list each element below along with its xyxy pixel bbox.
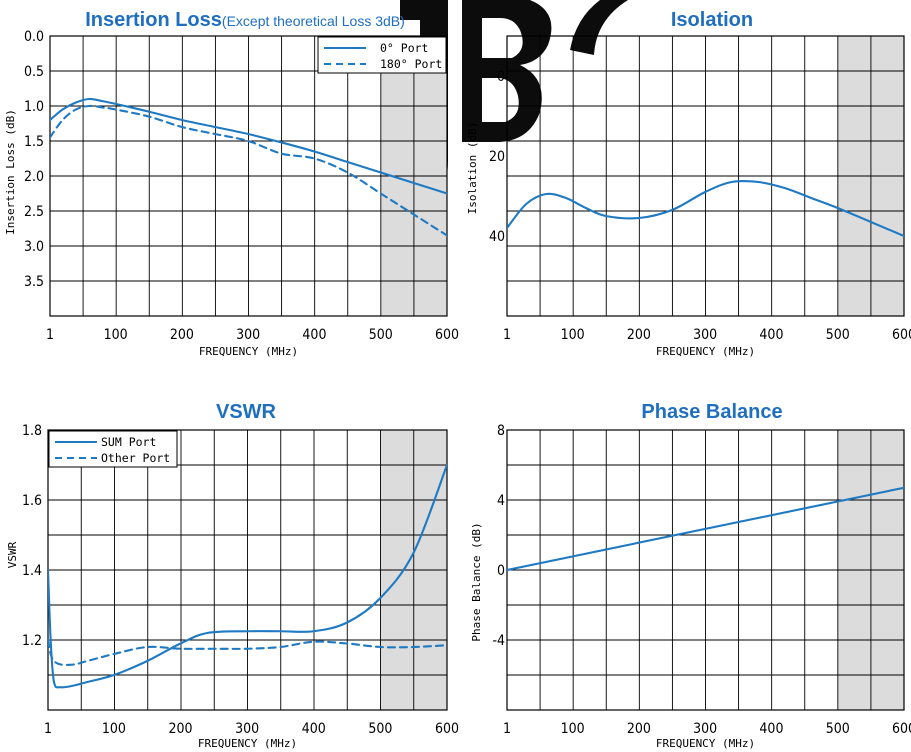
legend-box	[48, 430, 178, 468]
chart-title: VSWR	[216, 401, 277, 423]
series-line-solid	[507, 486, 904, 572]
x-tick-label: 500	[369, 327, 393, 343]
x-tick-label: 1	[503, 327, 511, 343]
insertion-loss-chart: Insertion Loss(Except theoretical Loss 3…	[4, 9, 459, 358]
x-tick-label: 200	[169, 721, 193, 737]
x-tick-label: 300	[235, 721, 259, 737]
y-tick-label: 20	[489, 149, 505, 165]
x-axis-label: FREQUENCY (MHz)	[198, 737, 297, 750]
x-tick-label: 100	[102, 721, 126, 737]
series-line-dashed	[48, 638, 447, 666]
x-tick-label: 100	[561, 327, 585, 343]
x-tick-label: 600	[435, 327, 459, 343]
chart-title-main: VSWR	[216, 401, 277, 423]
y-tick-label: 2.0	[24, 169, 44, 185]
x-tick-label: 300	[236, 327, 260, 343]
x-tick-label: 400	[759, 327, 783, 343]
x-tick-label: 200	[627, 721, 651, 737]
y-tick-label: 3.0	[24, 239, 44, 255]
isolation-chart: Isolation1100200300400500600FREQUENCY (M…	[466, 9, 911, 358]
y-axis-label: Insertion Loss (dB)	[4, 109, 17, 235]
y-tick-label: 0	[497, 563, 505, 579]
legend-label: 0° Port	[380, 41, 428, 55]
y-tick-label: 40	[489, 229, 505, 245]
x-tick-label: 100	[104, 327, 128, 343]
legend-label: SUM Port	[101, 435, 156, 449]
series-line-dashed	[50, 104, 447, 237]
y-tick-label: 4	[497, 493, 505, 509]
y-tick-label: -4	[492, 633, 505, 649]
chart-title: Isolation	[671, 9, 753, 31]
chart-title-main: Isolation	[671, 9, 753, 31]
legend-label: Other Port	[101, 451, 170, 465]
x-tick-label: 500	[826, 721, 850, 737]
y-tick-label: 3.5	[24, 274, 44, 290]
series-line-solid	[48, 463, 447, 689]
y-tick-label: 8	[497, 423, 505, 439]
chart-title-main: Phase Balance	[641, 401, 782, 423]
vswr-chart: VSWR 1 100 200 300 400 500 600 FREQUENCY (MHz) 1.…	[6, 401, 459, 750]
x-tick-label: 400	[302, 327, 326, 343]
legend: 0° Port 180° Port	[317, 36, 447, 74]
x-tick-label: 600	[892, 721, 911, 737]
x-tick-label: 600	[435, 721, 459, 737]
x-tick-label: 400	[302, 721, 326, 737]
y-tick-label: 1.2	[22, 633, 42, 649]
y-tick-label: 1.8	[22, 423, 42, 439]
x-tick-label: 300	[693, 721, 717, 737]
x-tick-label: 200	[170, 327, 194, 343]
x-axis-label: FREQUENCY (MHz)	[656, 345, 755, 358]
legend-box	[317, 36, 447, 74]
x-tick-label: 400	[759, 721, 783, 737]
x-tick-label: 500	[826, 327, 850, 343]
plot-frame	[49, 35, 448, 317]
x-tick-label: 1	[503, 721, 511, 737]
y-tick-label: 1.0	[24, 99, 44, 115]
x-axis-label: FREQUENCY (MHz)	[656, 737, 755, 750]
x-tick-label: 500	[368, 721, 392, 737]
y-tick-label: 1.6	[22, 493, 42, 509]
phase-balance-chart: Phase Balance 1 100 200 300 400 500 600 FREQUENC…	[470, 401, 911, 750]
y-tick-label: 1.5	[24, 134, 44, 150]
y-tick-label: 0.5	[24, 64, 44, 80]
x-tick-label: 600	[892, 327, 911, 343]
chart-title-main: Insertion Loss	[85, 9, 222, 31]
x-tick-label: 1	[44, 721, 52, 737]
y-tick-label: 1.4	[22, 563, 42, 579]
series-line-solid	[50, 97, 447, 195]
y-tick-label: 0.0	[24, 29, 44, 45]
y-tick-label: 2.5	[24, 204, 44, 220]
x-tick-label: 200	[627, 327, 651, 343]
chart-subtitle: (Except theoretical Loss 3dB)	[222, 13, 405, 29]
x-axis-label: FREQUENCY (MHz)	[199, 345, 298, 358]
y-axis-label: Isolation (dB)	[466, 122, 479, 215]
y-axis-label: VSWR	[6, 541, 19, 568]
legend-label: 180° Port	[380, 57, 442, 71]
y-tick-label: 0	[497, 69, 505, 85]
x-tick-label: 100	[561, 721, 585, 737]
plot-frame	[506, 35, 905, 317]
series-line-solid	[507, 179, 904, 238]
x-tick-label: 1	[46, 327, 54, 343]
x-tick-label: 300	[693, 327, 717, 343]
legend: SUM Port Other Port	[48, 430, 178, 468]
y-axis-label: Phase Balance (dB)	[470, 522, 483, 641]
chart-title: Phase Balance	[641, 401, 782, 423]
chart-title: Insertion Loss(Except theoretical Loss 3…	[85, 9, 405, 31]
